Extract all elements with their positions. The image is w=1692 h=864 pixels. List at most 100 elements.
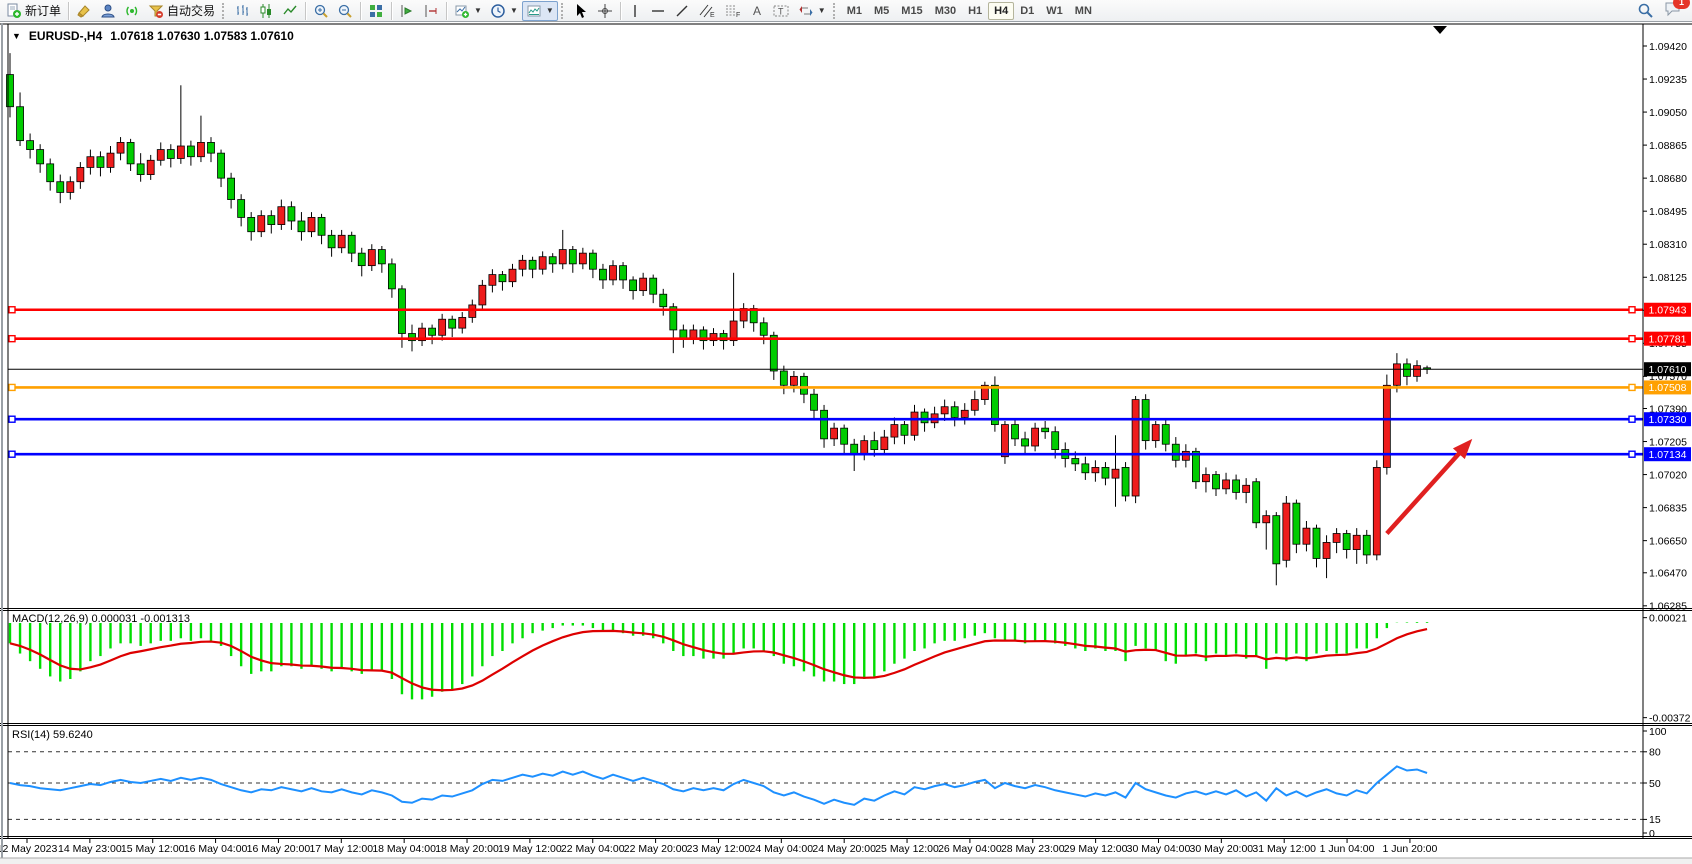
candle-body	[418, 327, 426, 342]
candle-body	[438, 318, 447, 336]
hline-handle[interactable]	[1628, 415, 1636, 423]
candle-body	[247, 217, 256, 233]
time-tick-label: 16 May 20:00	[247, 843, 311, 855]
time-tick-label: 22 May 04:00	[561, 843, 625, 855]
timeframe-button-h4[interactable]: H4	[988, 2, 1015, 20]
candle-body	[1151, 424, 1160, 442]
fibonacci-icon: F	[725, 5, 740, 19]
hline-handle[interactable]	[8, 334, 16, 343]
arrow-shapes-button[interactable]: ▼	[794, 1, 830, 21]
timeframe-button-d1[interactable]: D1	[1014, 2, 1040, 20]
candle-body	[16, 106, 24, 142]
candle-body	[729, 320, 738, 342]
eraser-button[interactable]	[72, 1, 96, 21]
candle-body	[1181, 450, 1190, 461]
line-chart-button[interactable]	[278, 1, 302, 21]
bar-chart-button[interactable]	[230, 1, 254, 21]
crosshair-button[interactable]	[593, 1, 617, 21]
signal-button[interactable]	[120, 1, 144, 21]
candle-body	[880, 436, 889, 450]
vertical-line-icon	[634, 4, 636, 17]
candle-body	[1322, 542, 1331, 559]
candle-body	[1081, 463, 1090, 474]
candle-body	[1382, 384, 1391, 468]
search-button[interactable]	[1633, 1, 1658, 21]
up-arrow-annotation[interactable]	[1385, 447, 1465, 536]
hline-handle[interactable]	[8, 306, 16, 314]
time-tick-label: 23 May 12:00	[687, 843, 751, 855]
zoom-in-button[interactable]	[309, 1, 333, 21]
timeframe-button-m15[interactable]: M15	[895, 2, 928, 20]
timeframe-button-w1[interactable]: W1	[1040, 2, 1069, 20]
zoom-out-icon	[338, 4, 352, 18]
hline-handle[interactable]	[8, 415, 16, 423]
candle-body	[1111, 468, 1120, 479]
indicators-button[interactable]: ▼	[450, 1, 486, 21]
hline-handle[interactable]	[1628, 306, 1636, 314]
toolbar-grip	[222, 2, 227, 19]
hline-handle[interactable]	[1628, 334, 1636, 343]
candle-body	[1131, 399, 1140, 497]
candle-body	[599, 268, 607, 281]
timeframe-button-m1[interactable]: M1	[841, 2, 868, 20]
new-order-button[interactable]: 新订单	[2, 1, 65, 21]
candle-body	[96, 156, 105, 168]
candle-body	[146, 159, 155, 175]
candle-body	[890, 424, 899, 438]
periods-button[interactable]: ▼	[486, 1, 522, 21]
macd-indicator-label: MACD(12,26,9) 0.000031 -0.001313	[12, 613, 190, 625]
rsi-tick-label: 0	[1649, 828, 1655, 840]
timeframe-button-h1[interactable]: H1	[962, 2, 988, 20]
candle-body	[337, 234, 346, 249]
trendline-icon	[676, 5, 688, 16]
candle-body	[367, 249, 376, 267]
price-tick-label: 1.09420	[1649, 41, 1687, 53]
candle-body	[257, 215, 266, 233]
timeframe-button-mn[interactable]: MN	[1069, 2, 1098, 20]
notifications-button[interactable]: 1	[1664, 0, 1690, 22]
hline-handle[interactable]	[1628, 383, 1636, 392]
hline-handle[interactable]	[8, 450, 16, 458]
arrange-tracking-button[interactable]	[419, 1, 443, 21]
equidistant-channel-button[interactable]: E	[694, 1, 720, 21]
chart-properties-button[interactable]: ▼	[521, 0, 558, 21]
vertical-line-button[interactable]	[624, 1, 646, 21]
zoom-out-button[interactable]	[333, 1, 357, 21]
horizontal-line-button[interactable]	[646, 1, 670, 21]
auto-trading-button[interactable]: 自动交易	[144, 1, 219, 21]
price-tag-label: 1.07330	[1649, 414, 1687, 426]
timeframe-button-m5[interactable]: M5	[868, 2, 895, 20]
candle-body	[508, 268, 517, 283]
chart-shift-marker-icon[interactable]	[1433, 26, 1447, 34]
candle-body	[639, 277, 648, 292]
svg-text:F: F	[736, 12, 740, 19]
fibonacci-button[interactable]: F	[720, 1, 746, 21]
text-button[interactable]: A	[746, 1, 768, 21]
bar-chart-icon	[237, 4, 249, 16]
arrange-cascade-button[interactable]	[395, 1, 419, 21]
candle-body	[970, 399, 979, 411]
hline-handle[interactable]	[1628, 450, 1636, 458]
candle-body	[719, 333, 728, 342]
hline-handle[interactable]	[8, 383, 16, 392]
time-tick-label: 30 May 20:00	[1190, 843, 1254, 855]
candle-body	[659, 293, 668, 308]
candle-body	[357, 252, 366, 267]
candle-body	[377, 249, 386, 265]
one-click-trading-collapse-icon[interactable]: ▼	[12, 31, 21, 41]
equidistant-channel-icon: E	[699, 4, 715, 19]
trendline-button[interactable]	[670, 1, 694, 21]
toolbar-separator	[360, 1, 362, 20]
tile-windows-button[interactable]	[364, 1, 388, 21]
candle-body	[609, 265, 617, 281]
dropdown-caret-icon: ▼	[817, 6, 826, 15]
candle-body	[769, 334, 778, 372]
candlestick-chart-button[interactable]	[254, 1, 278, 21]
candle-body	[518, 259, 527, 270]
profile-button[interactable]	[96, 1, 120, 21]
timeframe-button-m30[interactable]: M30	[929, 2, 962, 20]
text-label-button[interactable]: T	[768, 1, 794, 21]
cursor-button[interactable]	[569, 1, 593, 21]
